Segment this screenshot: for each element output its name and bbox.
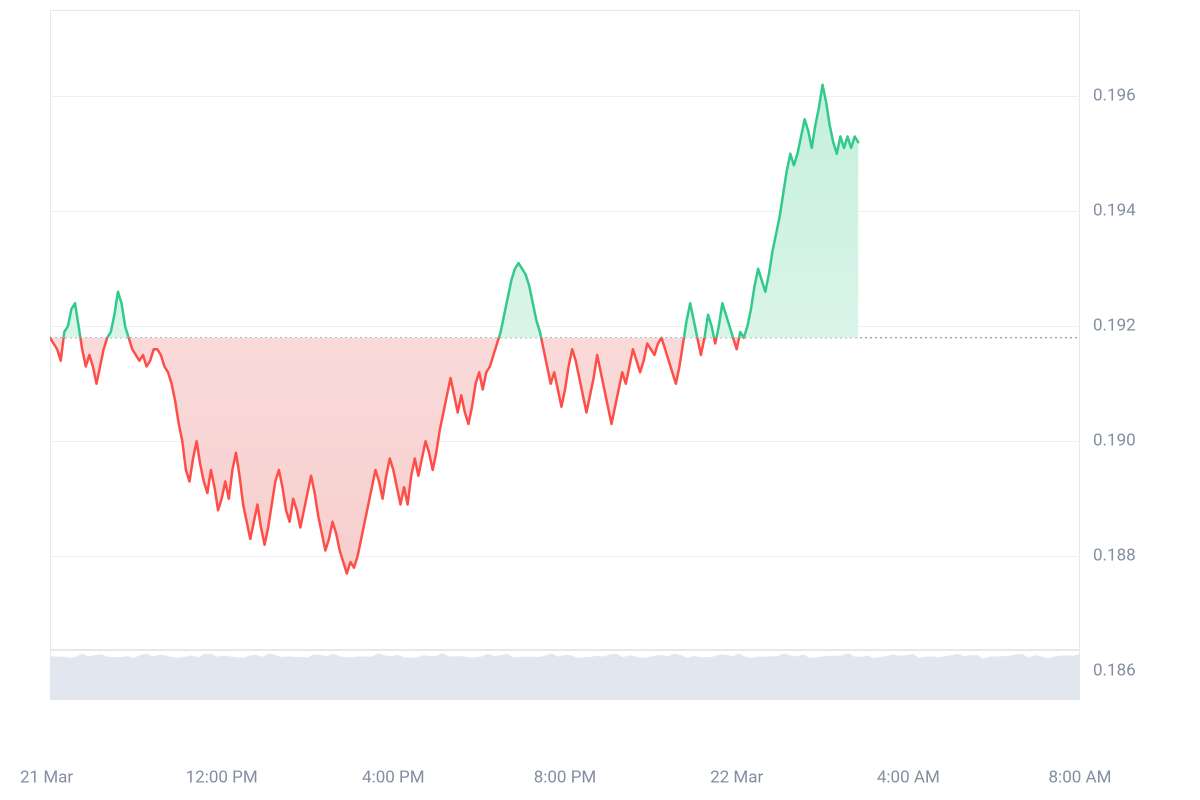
y-axis-label: 0.188: [1093, 546, 1136, 566]
y-axis-label: 0.196: [1093, 86, 1136, 106]
x-axis-label: 8:00 PM: [534, 767, 597, 787]
x-axis-label: 4:00 AM: [877, 767, 940, 787]
x-axis-label: 4:00 PM: [362, 767, 425, 787]
y-axis-label: 0.186: [1093, 661, 1136, 681]
x-axis-label: 12:00 PM: [186, 767, 258, 787]
chart-svg: 0.186 0.188 0.190 0.192 0.194 0.196 21 Mar 12:0…: [0, 0, 1200, 800]
price-chart[interactable]: 0.186 0.188 0.190 0.192 0.194 0.196 21 Mar 12:0…: [0, 0, 1200, 800]
x-axis-label: 8:00 AM: [1049, 767, 1112, 787]
x-axis-label: 21 Mar: [20, 767, 73, 787]
x-axis-label: 22 Mar: [710, 767, 763, 787]
y-axis-label: 0.190: [1093, 431, 1136, 451]
y-axis-label: 0.192: [1093, 316, 1136, 336]
y-axis-label: 0.194: [1093, 201, 1136, 221]
volume-panel: [50, 653, 1080, 700]
